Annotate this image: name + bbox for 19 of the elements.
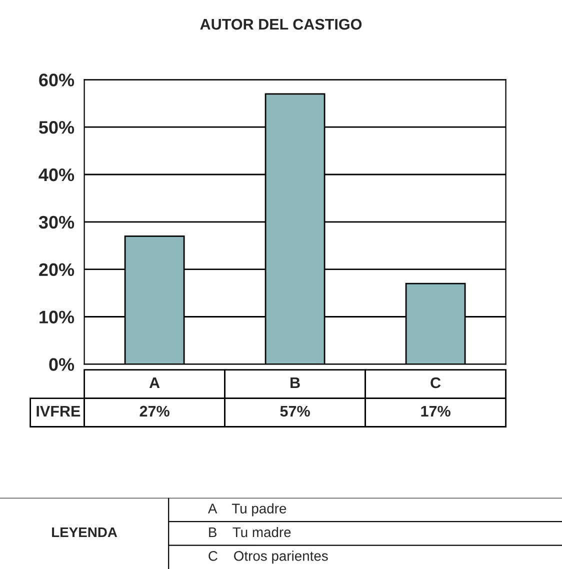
x-tick-label: C <box>430 377 441 388</box>
y-tick-label: 30% <box>38 216 74 229</box>
x-tick-label: A <box>149 378 160 388</box>
data-label: 17% <box>421 406 450 417</box>
x-tick-label: B <box>290 378 300 388</box>
y-tick-label: 60% <box>39 74 74 86</box>
y-tick-label: 40% <box>38 168 74 182</box>
data-label: 57% <box>280 406 310 417</box>
data-label: 27% <box>140 406 170 417</box>
text: LEYENDA <box>52 527 118 538</box>
chart-title: AUTOR DEL CASTIGO <box>200 18 362 30</box>
text: IVFRE <box>36 406 80 416</box>
y-tick-label: 10% <box>40 310 74 324</box>
text: B Tu madre <box>209 526 291 538</box>
text: C Otros parientes <box>208 550 328 564</box>
y-tick-label: 20% <box>39 263 74 276</box>
y-tick-label: 0% <box>49 358 74 371</box>
text: A Tu padre <box>208 503 286 516</box>
y-tick-label: 50% <box>38 121 74 134</box>
